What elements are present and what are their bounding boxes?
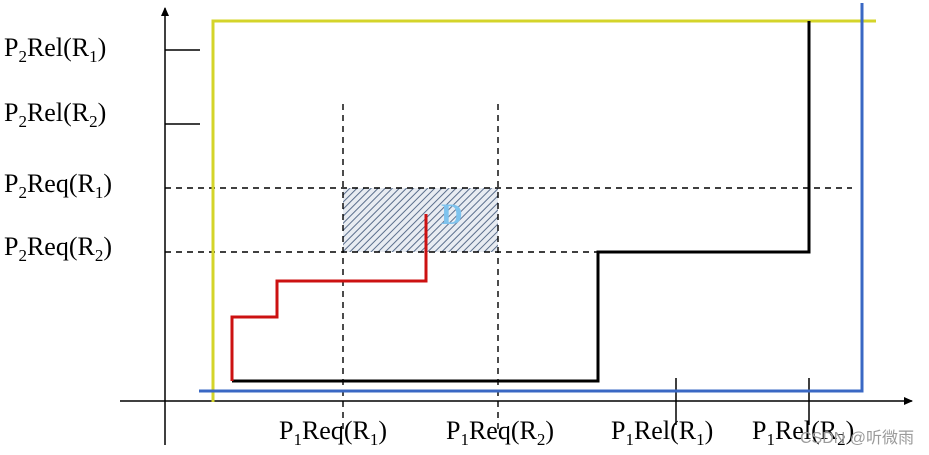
black-execution-path <box>232 21 811 383</box>
region-label-d: D <box>441 198 463 231</box>
unsafe-region <box>343 188 498 252</box>
x-label-p1-req-r1: P1Req(R1) <box>279 416 387 449</box>
y-label-p2-rel-r1: P2Rel(R1) <box>4 33 106 66</box>
yellow-boundary <box>211 19 876 402</box>
x-label-p1-req-r2: P1Req(R2) <box>446 416 554 449</box>
y-label-p2-rel-r2: P2Rel(R2) <box>4 98 106 131</box>
x-label-p1-rel-r1: P1Rel(R1) <box>611 416 713 449</box>
red-execution-path <box>230 214 428 381</box>
watermark: CSDN @听微雨 <box>800 429 914 447</box>
y-label-p2-req-r1: P2Req(R1) <box>4 169 112 202</box>
blue-boundary <box>199 3 864 393</box>
x-label-p1-rel-r2: P1Rel(R2) <box>752 416 854 449</box>
y-label-p2-req-r2: P2Req(R2) <box>4 232 112 265</box>
